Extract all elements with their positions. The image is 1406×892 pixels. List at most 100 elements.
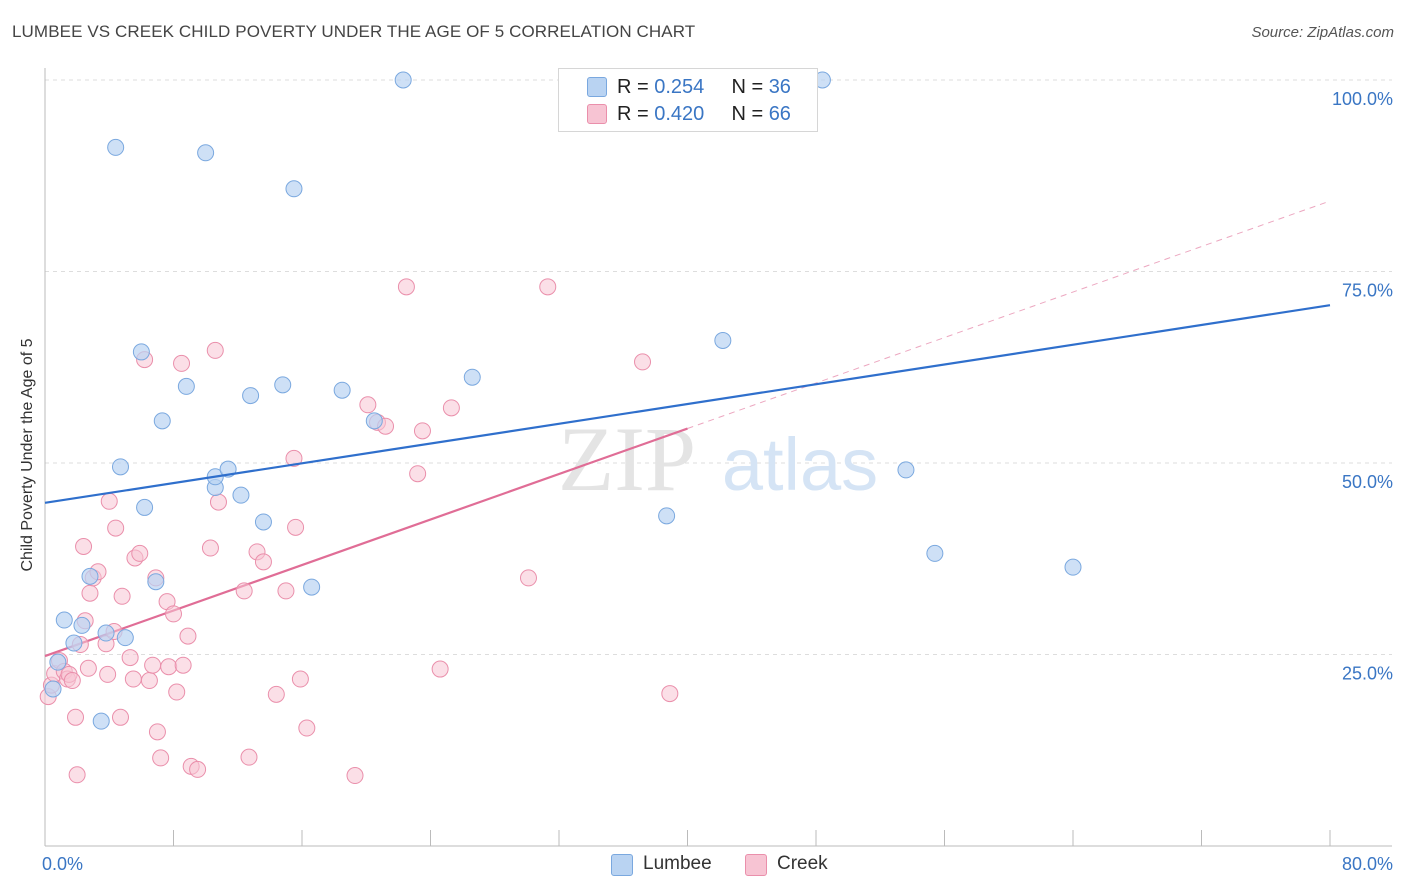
creek-point [298, 719, 316, 737]
lumbee-point [73, 616, 91, 634]
creek-point [442, 399, 460, 417]
creek-point [121, 649, 139, 667]
watermark: ZIP atlas [558, 408, 878, 510]
tick-labels: 25.0% 50.0% 75.0% 100.0% 0.0% 80.0% [42, 89, 1393, 874]
creek-point [79, 659, 97, 677]
lumbee-n-value: 36 [768, 76, 791, 98]
creek-legend-swatch [745, 854, 767, 876]
creek-point [144, 656, 162, 674]
creek-point [148, 723, 166, 741]
lumbee-points [44, 71, 1082, 730]
lumbee-point [55, 611, 73, 629]
creek-point [277, 582, 295, 600]
creek-point [291, 670, 309, 688]
creek-n-label: N = [731, 103, 769, 125]
lumbee-point [463, 368, 481, 386]
lumbee-point [285, 180, 303, 198]
watermark-atlas: atlas [722, 423, 878, 506]
creek-point [346, 767, 364, 785]
creek-trend-line [44, 427, 688, 658]
lumbee-point [132, 343, 150, 361]
correlation-legend: R = 0.254 N = 36 R = 0.420 N = 66 [558, 68, 818, 132]
y-tick-label: 75.0% [1342, 281, 1393, 301]
creek-point [240, 748, 258, 766]
lumbee-point [153, 412, 171, 430]
creek-point [113, 587, 131, 605]
lumbee-point [926, 544, 944, 562]
lumbee-point [1064, 558, 1082, 576]
chart-title: LUMBEE VS CREEK CHILD POVERTY UNDER THE … [12, 22, 696, 41]
creek-point [539, 278, 557, 296]
creek-point [165, 605, 182, 623]
creek-point [201, 539, 219, 557]
creek-point [81, 584, 99, 602]
lumbee-point [232, 486, 250, 504]
lumbee-point [242, 387, 260, 405]
creek-point [359, 396, 377, 414]
lumbee-point [177, 377, 195, 395]
creek-trend [44, 200, 1331, 658]
creek-point [68, 766, 86, 784]
lumbee-point [714, 331, 732, 349]
creek-point [634, 353, 652, 371]
creek-point [287, 518, 305, 536]
lumbee-swatch [587, 77, 607, 97]
y-tick-label: 100.0% [1332, 89, 1393, 109]
x-tick-label: 80.0% [1342, 854, 1393, 874]
creek-r-label: R = [617, 103, 655, 125]
creek-point [131, 544, 149, 562]
creek-point [168, 683, 186, 701]
lumbee-point [274, 376, 292, 394]
lumbee-point [394, 71, 412, 89]
axes [44, 68, 1392, 847]
watermark-zip: ZIP [558, 408, 696, 510]
creek-point [254, 553, 272, 571]
lumbee-point [254, 513, 272, 531]
lumbee-point [111, 458, 129, 476]
lumbee-point [897, 461, 915, 479]
creek-point [206, 341, 224, 359]
creek-point [519, 569, 537, 587]
creek-point [209, 493, 227, 511]
creek-point [100, 492, 118, 510]
creek-point [413, 422, 431, 440]
creek-point [75, 537, 93, 555]
creek-point [179, 627, 197, 645]
creek-r-value: 0.420 [654, 103, 705, 125]
creek-point [160, 658, 178, 676]
lumbee-r-value: 0.254 [654, 76, 705, 98]
lumbee-legend-swatch [611, 854, 633, 876]
y-tick-label: 25.0% [1342, 664, 1393, 684]
lumbee-point [116, 629, 134, 647]
source-label: Source: ZipAtlas.com [1251, 24, 1394, 41]
lumbee-point [49, 653, 67, 671]
lumbee-point [658, 507, 676, 525]
creek-points [39, 278, 679, 785]
lumbee-point [365, 412, 383, 430]
creek-n-value: 66 [768, 103, 791, 125]
creek-point [661, 685, 679, 703]
creek-point [235, 582, 253, 600]
x-tick-label: 0.0% [42, 854, 83, 874]
creek-point [152, 749, 170, 767]
creek-point [111, 708, 129, 726]
creek-point [173, 354, 191, 372]
creek-point [63, 672, 81, 690]
creek-legend-label: Creek [777, 853, 828, 874]
lumbee-point [44, 680, 62, 698]
lumbee-point [333, 381, 351, 399]
creek-point [267, 685, 285, 703]
lumbee-point [81, 567, 99, 585]
lumbee-trend [44, 304, 1331, 504]
creek-point [124, 670, 142, 688]
lumbee-r-label: R = [617, 76, 655, 98]
lumbee-n-label: N = [731, 76, 769, 98]
lumbee-legend-label: Lumbee [643, 853, 712, 874]
lumbee-point [136, 498, 154, 516]
grid-lines [45, 79, 1392, 655]
lumbee-point [97, 624, 115, 642]
lumbee-point [197, 144, 215, 162]
creek-point [107, 519, 125, 537]
lumbee-point [107, 138, 125, 156]
